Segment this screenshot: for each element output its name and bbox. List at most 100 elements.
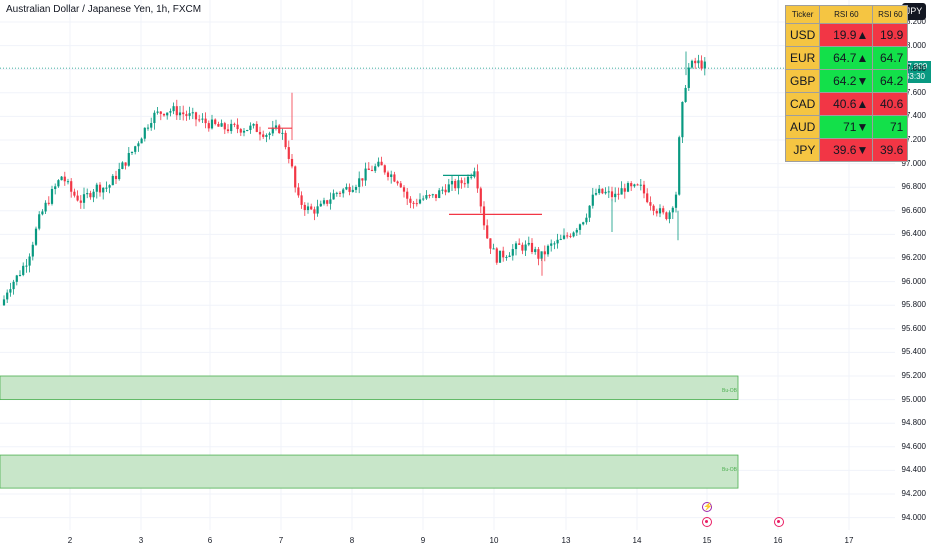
candle-body [361,178,364,181]
candle-body [54,186,57,190]
rsi-ticker: GBP [784,69,821,93]
candle-body [118,168,121,180]
price-axis-label: 96.000 [901,276,926,286]
candle-body [316,206,319,214]
candle-body [159,111,162,114]
time-axis-label: 17 [844,536,854,545]
chart-title: Australian Dollar / Japanese Yen, 1h, FX… [6,4,202,15]
candle-body [41,211,44,215]
candle-body [607,191,610,193]
candle-body [134,146,137,152]
candle-body [598,188,601,194]
candle-body [418,199,422,204]
candle-body [546,245,550,255]
candle-body [153,112,156,124]
candle-body [73,191,76,196]
candle-body [290,158,294,167]
candle-body [450,180,454,185]
rsi-value: 39.6▼ [819,138,874,162]
candle-body [582,222,585,225]
candle-body [28,256,31,266]
candle-body [233,123,236,125]
candle-body [367,168,370,170]
candle-body [479,188,482,207]
candle-body [198,119,201,121]
candle-body [274,125,278,128]
rsi-table: Ticker RSI 60 RSI 60 USD 19.9▲ 19.9 EUR … [784,5,909,162]
candle-body [22,265,25,275]
candle-body [354,186,358,190]
price-axis-label: 98.200 [901,17,926,26]
rsi-row: JPY 39.6▼ 39.6 [784,138,909,162]
candle-body [604,191,607,194]
candle-body [108,185,111,188]
candle-body [322,200,326,204]
economic-event-icon[interactable] [702,517,712,527]
candle-body [444,189,447,193]
zone-label: Bu-OB [722,467,738,473]
candle-body [140,138,143,144]
candle-body [143,127,146,139]
candle-body [319,203,322,207]
candle-body [620,188,623,195]
rsi-row: AUD 71▼ 71 [784,115,909,139]
candle-body [690,60,694,68]
candle-body [636,184,639,186]
candle-body [502,250,505,258]
economic-event-dot [705,520,708,523]
candle-body [300,195,303,205]
zone-label: Bu-OB [722,388,738,394]
candle-body [370,169,374,171]
candle-body [518,243,521,245]
candle-body [156,111,159,113]
price-axis-label: 96.400 [901,229,926,239]
flash-event-icon[interactable]: ⚡ [702,502,713,512]
candle-body [514,243,518,250]
candle-body [492,248,495,250]
candle-body [540,251,543,259]
price-axis-label: 94.200 [901,489,926,498]
candle-body [207,123,210,129]
candle-body [102,187,105,193]
candle-body [550,243,553,246]
candle-body [105,187,108,189]
candle-body [441,189,444,191]
candle-body [114,175,118,180]
candle-body [454,180,457,189]
candle-body [543,251,546,255]
rsi-row: USD 19.9▲ 19.9 [784,23,909,47]
candle-body [610,191,614,198]
candle-body [447,184,450,193]
candle-body [364,168,367,181]
candle-body [457,180,460,189]
candle-body [585,217,588,223]
candle-body [601,188,604,194]
candle-body [242,130,246,133]
candle-body [383,165,386,173]
candle-body [377,161,380,167]
last-price: 97.809 [902,62,928,71]
candle-body [697,60,700,64]
candle-body [358,178,361,187]
time-axis-label: 8 [349,536,355,545]
candle-body [428,195,431,197]
candle-body [268,133,271,136]
candle-body [18,274,22,276]
candle-body [694,60,697,64]
candle-body [662,208,665,213]
candle-body [684,87,687,102]
candle-body [425,195,428,199]
candle-body [169,111,172,113]
rsi-ticker: AUD [784,115,821,139]
candle-body [527,242,530,245]
candle-body [559,238,562,240]
currency-button[interactable]: JPY [902,3,926,20]
bar-countdown: 33:30 [904,72,926,81]
candle-body [422,198,425,200]
candle-body [175,106,178,116]
candle-body [86,193,89,195]
rsi-ticker: USD [784,23,821,47]
economic-event-icon[interactable] [774,517,784,527]
rsi-header-value2: RSI 60 [872,5,909,24]
